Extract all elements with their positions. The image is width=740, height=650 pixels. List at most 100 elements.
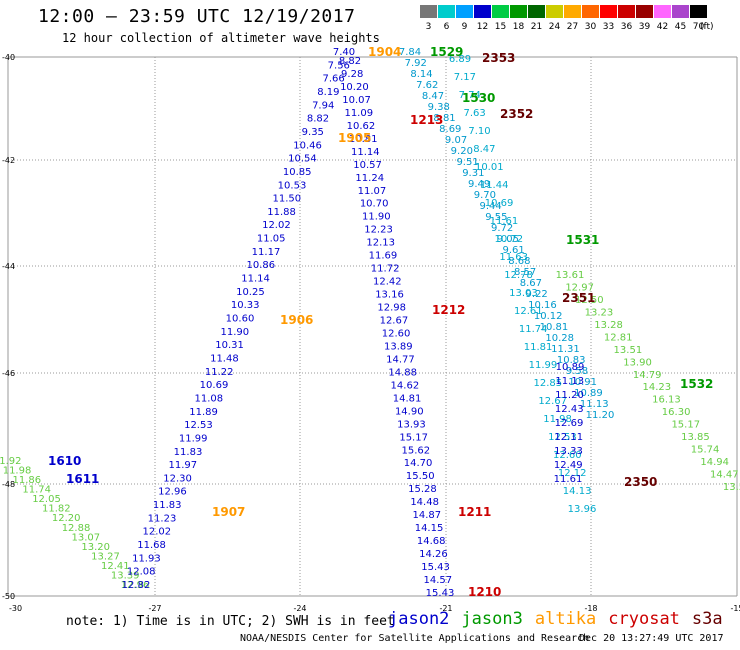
- scale-swatch: [654, 5, 672, 18]
- pass-time-label: 1210: [468, 585, 501, 599]
- pass-time-label: 1904: [368, 45, 401, 59]
- wave-height-value: 9.35: [302, 127, 324, 138]
- wave-height-value: 11.98: [543, 414, 572, 425]
- wave-height-value: 15.62: [402, 445, 431, 456]
- footer-credit: NOAA/NESDIS Center for Satellite Applica…: [240, 633, 590, 644]
- wave-height-value: 11.44: [480, 180, 509, 191]
- wave-height-value: 9.70: [474, 190, 496, 201]
- wave-height-value: 12.69: [555, 418, 584, 429]
- pass-time-label: 1531: [566, 233, 599, 247]
- footer-note: note: 1) Time is in UTC; 2) SWH is in fe…: [66, 614, 395, 629]
- wave-height-value: 15.43: [421, 562, 450, 573]
- map-subtitle: 12 hour collection of altimeter wave hei…: [62, 31, 380, 45]
- scale-label: 42: [656, 22, 669, 32]
- wave-height-value: 14.62: [391, 380, 420, 391]
- wave-height-value: 12.67: [380, 316, 409, 327]
- wave-height-value: 8.67: [520, 278, 542, 289]
- wave-height-value: 13.39: [111, 570, 140, 581]
- wave-height-value: 12.05: [32, 494, 61, 505]
- wave-height-value: 12.30: [163, 473, 192, 484]
- scale-swatch: [582, 5, 600, 18]
- wave-height-value: 13.61: [556, 270, 585, 281]
- wave-height-value: 11.14: [351, 147, 380, 158]
- satellite-tracks: 11.9211.9811.8611.7412.0511.8212.2012.88…: [0, 47, 740, 599]
- pass-time-label: 1212: [432, 303, 465, 317]
- wave-height-value: 11.82: [42, 504, 71, 515]
- wave-height-value: 9.31: [462, 168, 484, 179]
- wave-height-value: 11.92: [0, 456, 22, 467]
- wave-height-value: 10.72: [494, 234, 523, 245]
- wave-height-value: 14.79: [633, 370, 662, 381]
- wave-height-value: 14.87: [413, 510, 442, 521]
- wave-height-value: 10.20: [340, 82, 369, 93]
- pass-time-label: 1530: [462, 91, 495, 105]
- wave-height-value: 12.02: [262, 220, 291, 231]
- latitude-label: -46: [2, 369, 15, 378]
- wave-height-value: 11.61: [554, 474, 583, 485]
- wave-height-value: 16.30: [662, 407, 691, 418]
- wave-height-value: 11.90: [220, 327, 249, 338]
- wave-height-value: 11.83: [153, 500, 182, 511]
- scale-label: 39: [638, 22, 651, 32]
- wave-height-value: 11.99: [529, 360, 558, 371]
- wave-height-value: 10.81: [349, 134, 378, 145]
- scale-swatch: [672, 5, 690, 18]
- wave-height-value: 7.56: [328, 60, 350, 71]
- wave-height-value: 9.72: [491, 223, 513, 234]
- wave-height-value: 11.23: [148, 513, 177, 524]
- wave-height-value: 11.20: [586, 410, 615, 421]
- wave-height-value: 13.93: [397, 419, 426, 430]
- wave-height-value: 8.82: [339, 56, 361, 67]
- wave-height-value: 12.67: [538, 396, 567, 407]
- wave-height-value: 9.51: [456, 157, 478, 168]
- wave-height-value: 11.22: [205, 367, 234, 378]
- wave-height-value: 11.86: [13, 475, 42, 486]
- track-altika-asc: 7.40 7.56 7.66 8.19 7.94 8.82 9.35 10.46 10.54 10…: [122, 47, 355, 591]
- pass-time-label: 1610: [48, 454, 81, 468]
- wave-height-value: 8.47: [422, 91, 444, 102]
- wave-height-value: 10.31: [215, 340, 244, 351]
- wave-height-value: 6.89: [449, 54, 471, 65]
- wave-height-value: 7.74: [459, 90, 481, 101]
- track-jason2-right: 10.89 11.13 11.20 12.43 12.69 12.11 13.33 12.49…: [554, 362, 585, 485]
- longitude-label: -18: [584, 604, 597, 613]
- wave-height-value: 14.13: [563, 486, 592, 497]
- wave-height-value: 11.81: [524, 342, 553, 353]
- wave-height-value: 9.28: [341, 69, 363, 80]
- wave-height-value: 15.74: [691, 445, 720, 456]
- track-cyan-desc-2: 6.89 7.17 7.74 7.63 7.10 8.47 10.01 11.44 10.69 1…: [449, 54, 596, 515]
- track-altika-west: 11.9211.9811.8611.7412.0511.8212.2012.88…: [0, 456, 149, 591]
- wave-height-value: 10.70: [360, 199, 389, 210]
- wave-height-value: 11.48: [210, 353, 239, 364]
- wave-height-value: 10.54: [288, 154, 317, 165]
- wave-height-value: 12.61: [514, 306, 543, 317]
- wave-height-value: 14.26: [419, 549, 448, 560]
- scale-label: 27: [566, 22, 579, 32]
- wave-height-value: 10.25: [236, 287, 265, 298]
- wave-height-value: 11.89: [189, 407, 218, 418]
- scale-swatch: [420, 5, 438, 18]
- wave-height-value: 11.61: [490, 216, 519, 227]
- wave-height-value: 12.78: [504, 270, 533, 281]
- wave-height-value: 13.51: [614, 345, 643, 356]
- wave-height-value: 9.38: [428, 102, 450, 113]
- wave-height-value: 12.85: [534, 378, 563, 389]
- wave-height-value: 11.99: [179, 433, 208, 444]
- wave-height-value: 12.60: [382, 328, 411, 339]
- wave-height-value: 12.41: [101, 561, 130, 572]
- wave-height-value: 15.50: [406, 471, 435, 482]
- wave-height-value: 11.88: [267, 207, 296, 218]
- track-jason-mid: 8.82 9.28 10.20 10.07 11.09 10.62 10.81 11.14 10…: [339, 56, 454, 599]
- wave-height-value: 9.44: [479, 201, 501, 212]
- wave-height-value: 11.93: [132, 553, 161, 564]
- scale-label: 30: [584, 22, 597, 32]
- scale-swatch: [546, 5, 564, 18]
- pass-time-label: 1532: [680, 377, 713, 391]
- wave-height-value: 15.17: [399, 432, 428, 443]
- wave-height-value: 7.62: [416, 80, 438, 91]
- scale-swatch: [564, 5, 582, 18]
- pass-time-label: 2353: [482, 51, 515, 65]
- pass-time-label: 2351: [562, 291, 595, 305]
- wave-height-value: 7.66: [322, 74, 344, 85]
- wave-height-value: 9.07: [445, 135, 467, 146]
